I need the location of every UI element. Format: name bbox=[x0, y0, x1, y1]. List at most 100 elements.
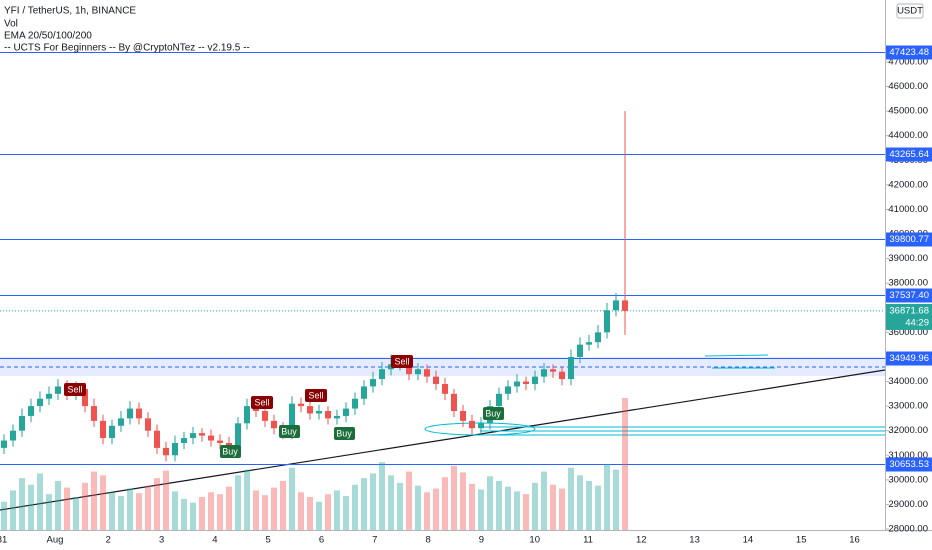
volume-bar bbox=[73, 497, 79, 530]
y-tick-label: 31000.00 bbox=[888, 450, 928, 461]
y-tick-label: 30000.00 bbox=[888, 474, 928, 485]
volume-bar bbox=[478, 489, 484, 530]
y-tick-label: 47000.00 bbox=[888, 56, 928, 67]
volume-bar bbox=[28, 484, 34, 530]
level-tag bbox=[886, 45, 932, 60]
candle-body bbox=[352, 398, 358, 409]
volume-bar bbox=[118, 496, 124, 530]
y-tick-label: 32000.00 bbox=[888, 425, 928, 436]
legend: YFI / TetherUS, 1h, BINANCE Vol EMA 20/5… bbox=[4, 6, 250, 54]
candle-body bbox=[55, 386, 61, 394]
signal-label: Sell bbox=[308, 390, 323, 400]
candle-body bbox=[136, 408, 142, 419]
volume-bar bbox=[442, 477, 448, 530]
volume-bar bbox=[271, 487, 277, 530]
x-tick-label: 11 bbox=[583, 535, 593, 546]
candle-body bbox=[406, 361, 412, 375]
candle-body bbox=[163, 447, 169, 456]
x-tick-label: 16 bbox=[849, 535, 860, 546]
volume-bar bbox=[262, 495, 268, 530]
volume-bar bbox=[136, 493, 142, 530]
y-tick-label: 38000.00 bbox=[888, 278, 928, 289]
candle-body bbox=[478, 423, 484, 429]
candle-body bbox=[190, 433, 196, 439]
candle-body bbox=[334, 415, 340, 419]
last-price-label: 36871.68 bbox=[889, 305, 929, 316]
signal: Buy bbox=[279, 425, 300, 438]
plot-area bbox=[0, 354, 886, 511]
candle-body bbox=[127, 408, 133, 419]
volume-bar bbox=[424, 492, 430, 530]
volume-bar bbox=[10, 490, 16, 530]
last-price-tag bbox=[886, 303, 932, 330]
candle-body bbox=[298, 403, 304, 407]
x-tick-label: 2 bbox=[106, 535, 111, 546]
signal-label: Buy bbox=[336, 428, 352, 438]
level-label: 43265.64 bbox=[889, 149, 929, 160]
volume-bar bbox=[361, 478, 367, 530]
currency-box[interactable] bbox=[896, 3, 924, 19]
candle-body bbox=[172, 442, 178, 456]
candle-body bbox=[325, 411, 331, 419]
volume-bar bbox=[1, 501, 7, 530]
candle-body bbox=[271, 420, 277, 429]
volume-bar bbox=[487, 476, 493, 530]
volume-bar bbox=[217, 494, 223, 530]
volume-bar bbox=[577, 475, 583, 530]
volume-bar bbox=[307, 497, 313, 530]
candle-body bbox=[100, 420, 106, 439]
volume-bar bbox=[100, 475, 106, 530]
currency[interactable]: USDT bbox=[897, 6, 923, 17]
candle-body bbox=[208, 435, 214, 441]
candle-body bbox=[568, 356, 574, 380]
candle-body bbox=[181, 438, 187, 443]
candle-body bbox=[577, 344, 583, 357]
candle-body bbox=[307, 406, 313, 414]
volume-bar bbox=[388, 475, 394, 530]
candle-body bbox=[109, 425, 115, 439]
x-tick-label: 9 bbox=[479, 535, 484, 546]
volume-bar bbox=[469, 483, 475, 530]
volume-bar bbox=[199, 497, 205, 530]
candle-body bbox=[424, 369, 430, 377]
signal: Sell bbox=[251, 396, 273, 409]
candle-body bbox=[1, 440, 7, 448]
volume-bar bbox=[550, 484, 556, 530]
volume-bar bbox=[325, 494, 331, 530]
candle-body bbox=[514, 381, 520, 387]
volume-bar bbox=[595, 485, 601, 530]
candle-body bbox=[226, 442, 232, 446]
volume-bar bbox=[379, 462, 385, 530]
level-tag bbox=[886, 147, 932, 162]
candle-body bbox=[415, 369, 421, 375]
signal-label: Buy bbox=[485, 408, 501, 418]
legend-line: -- UCTS For Beginners -- By @CryptoNTez … bbox=[4, 43, 250, 54]
y-tick-label: 29000.00 bbox=[888, 499, 928, 510]
candle-body bbox=[118, 418, 124, 426]
y-tick-label: 41000.00 bbox=[888, 204, 928, 215]
candle-body bbox=[316, 411, 322, 414]
volume-bar bbox=[334, 490, 340, 530]
candle-body bbox=[496, 393, 502, 407]
x-tick-label: 6 bbox=[319, 535, 324, 546]
level-label: 34949.96 bbox=[889, 353, 929, 364]
volume-bar bbox=[109, 492, 115, 530]
volume-bar bbox=[208, 492, 214, 530]
candle-body bbox=[154, 430, 160, 448]
candle-body bbox=[379, 369, 385, 380]
volume-bar bbox=[370, 473, 376, 530]
candle-body bbox=[532, 376, 538, 384]
signal-label: Sell bbox=[394, 356, 409, 366]
x-tick-label: 14 bbox=[743, 535, 754, 546]
volume-bar bbox=[514, 491, 520, 530]
legend-line: EMA 20/50/100/200 bbox=[4, 31, 92, 42]
candle-body bbox=[199, 433, 205, 436]
candle-body bbox=[460, 411, 466, 421]
candle-body bbox=[388, 364, 394, 370]
y-tick-label: 42000.00 bbox=[888, 179, 928, 190]
y-tick-label: 34000.00 bbox=[888, 376, 928, 387]
volume-bar bbox=[451, 465, 457, 530]
candle-body bbox=[19, 415, 25, 431]
